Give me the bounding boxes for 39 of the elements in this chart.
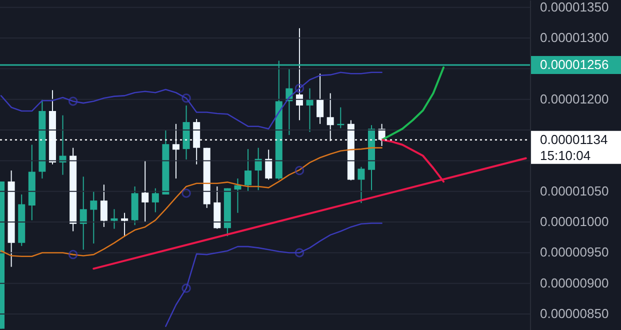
candlestick <box>244 148 252 192</box>
candlestick <box>254 147 262 191</box>
candlestick <box>152 188 159 213</box>
candlestick <box>110 208 118 230</box>
candlestick <box>316 73 324 124</box>
y-tick-label: 0.00001050 <box>540 183 609 198</box>
candlestick <box>172 123 180 179</box>
point <box>294 166 304 176</box>
point <box>68 250 78 260</box>
candlestick <box>326 92 334 142</box>
candlestick <box>265 149 272 180</box>
y-tick-label: 0.00001000 <box>540 214 609 230</box>
candlestick <box>306 88 314 132</box>
y-tick-label: 0.00000950 <box>540 244 609 260</box>
candlestick <box>296 28 303 121</box>
y-tick-label: 0.00001200 <box>540 91 609 106</box>
y-tick-label: 0.00000900 <box>540 275 609 290</box>
candlestick <box>142 160 149 223</box>
line-series <box>165 222 382 327</box>
candlestick <box>100 184 108 228</box>
ref-line-label: 0.00001256 <box>540 57 609 72</box>
y-tick-label: 0.00001300 <box>540 30 609 46</box>
candlestick <box>358 166 365 204</box>
ref-line-label: 0.00001134 <box>540 132 608 147</box>
candlestick <box>90 190 98 244</box>
line-series <box>0 72 382 130</box>
point <box>294 84 304 93</box>
y-tick-label: 0.00000850 <box>540 306 609 322</box>
point <box>68 96 78 106</box>
point <box>182 188 191 198</box>
candlestick <box>234 178 242 214</box>
point <box>182 94 191 103</box>
candlestick <box>121 212 128 238</box>
point <box>182 284 191 293</box>
y-tick-label: 0.00001350 <box>540 0 609 14</box>
line-series <box>0 147 382 258</box>
text: 15:10:04 <box>540 148 591 163</box>
candlestick <box>80 176 87 250</box>
point <box>294 248 304 258</box>
